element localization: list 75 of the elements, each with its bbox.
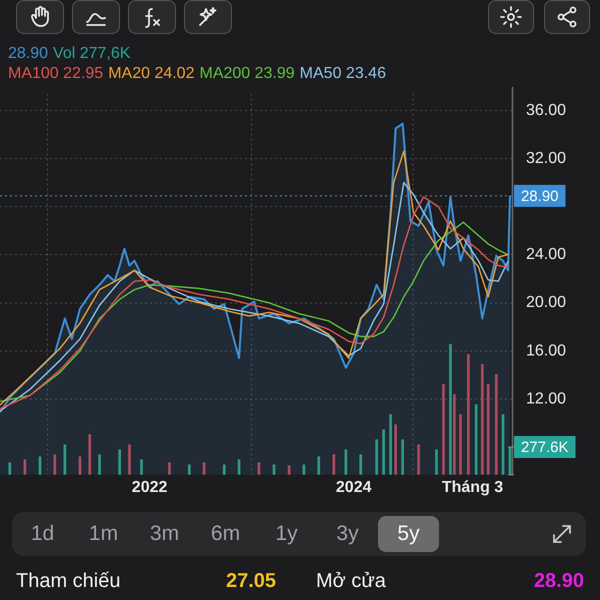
bar	[202, 462, 206, 475]
y-tick-label: 20.00	[526, 294, 566, 312]
text: MA50	[300, 65, 342, 82]
text: 23.46	[346, 65, 386, 82]
bar	[222, 464, 226, 475]
bar	[140, 459, 143, 475]
bar	[508, 446, 512, 475]
text: 22.95	[63, 65, 104, 82]
text: Vol	[53, 45, 76, 62]
bar	[394, 424, 397, 475]
bar	[78, 456, 82, 475]
bar	[38, 456, 42, 475]
y-tick-label: 32.00	[526, 150, 566, 167]
x-tick-label: 2024	[336, 478, 372, 496]
bar	[442, 384, 445, 475]
bar	[332, 454, 336, 475]
bar	[382, 429, 385, 475]
bar	[98, 454, 101, 475]
bar	[375, 439, 378, 475]
text: 1m	[88, 521, 120, 547]
text: 24.02	[154, 65, 194, 82]
y-tick-label: 12.00	[526, 390, 566, 408]
bar	[502, 414, 504, 475]
text: MA100	[8, 65, 60, 82]
text: MA200	[199, 65, 252, 82]
text: 3m	[148, 521, 180, 547]
text: 1d	[30, 521, 56, 547]
bar	[480, 364, 484, 475]
bar	[494, 374, 498, 475]
bar	[88, 434, 92, 475]
bar	[64, 444, 66, 475]
bar	[359, 454, 362, 475]
y2-tick-label: 277.6K	[520, 439, 569, 456]
bar	[118, 449, 121, 475]
bar	[53, 454, 56, 475]
text: 1y	[274, 521, 299, 547]
bar	[8, 462, 12, 475]
bar	[288, 465, 290, 475]
bar	[417, 444, 420, 475]
text: 28.90	[8, 45, 48, 62]
bar	[449, 344, 452, 475]
y-tick-label: 24.00	[526, 246, 566, 264]
x-tick-label: 2022	[132, 478, 168, 496]
bar	[344, 449, 348, 475]
bar	[453, 394, 456, 475]
y-tick-label: 36.00	[526, 102, 566, 119]
bar	[467, 354, 470, 475]
bar	[474, 404, 478, 475]
bar	[272, 464, 276, 475]
x-tick-label: Tháng 3	[442, 478, 504, 496]
text: 28.90	[534, 570, 584, 593]
text: Tham chiếu	[16, 570, 120, 593]
bar	[486, 384, 490, 475]
text: MA20	[108, 65, 151, 82]
text: 6m	[210, 521, 242, 547]
bar	[401, 439, 404, 475]
text: Mở cửa	[316, 570, 386, 593]
ref-line-label: 28.90	[520, 188, 559, 205]
bar	[302, 464, 306, 475]
text: 5y	[378, 516, 439, 552]
bar	[258, 462, 260, 475]
bar	[188, 464, 191, 475]
text: 277,6K	[80, 45, 130, 62]
bar	[128, 444, 131, 475]
bar	[24, 459, 26, 475]
text: 27.05	[226, 570, 276, 593]
bar	[238, 459, 240, 475]
text: 23.99	[254, 65, 295, 82]
text: 3y	[335, 521, 360, 547]
y-tick-label: 16.00	[526, 342, 566, 360]
bar	[459, 414, 462, 475]
bar	[435, 449, 438, 475]
bar	[389, 414, 392, 475]
bar	[168, 462, 171, 475]
bar	[317, 456, 320, 475]
